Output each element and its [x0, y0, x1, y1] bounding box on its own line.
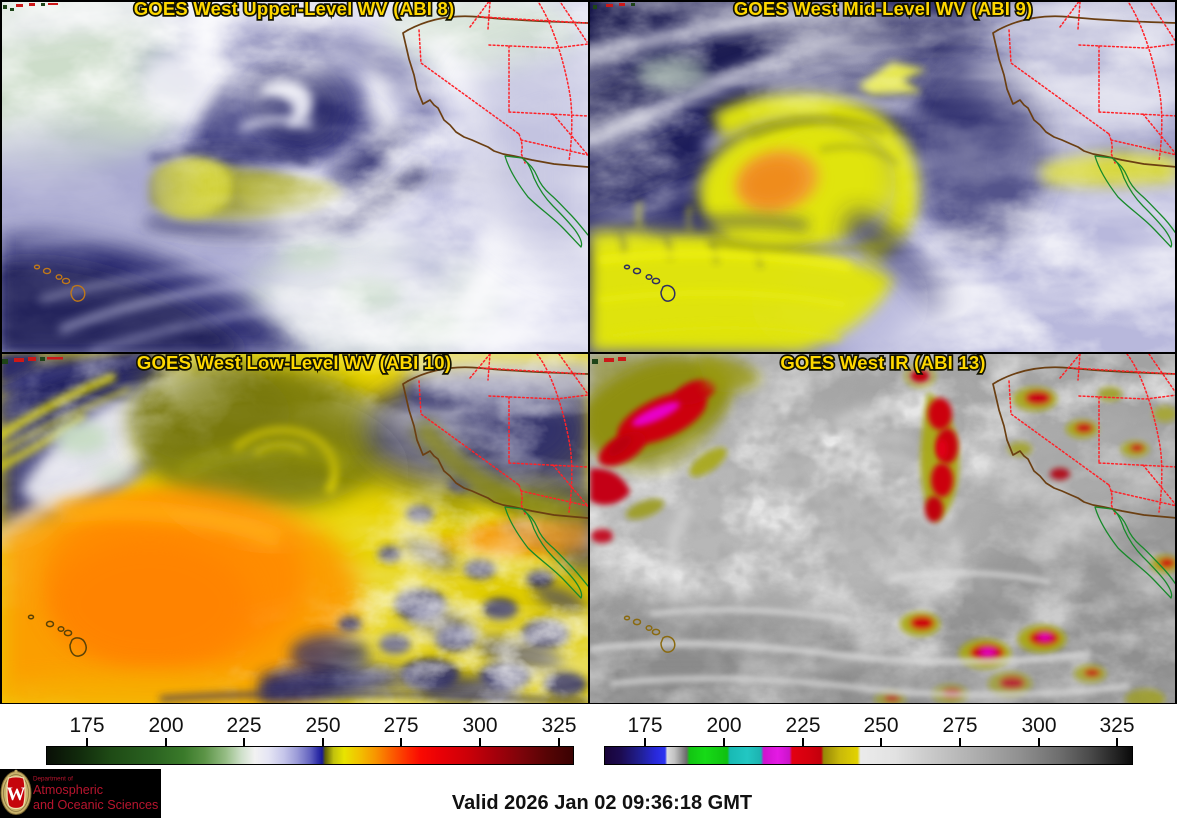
svg-text:GOES West Mid-Level WV (ABI 9): GOES West Mid-Level WV (ABI 9): [734, 0, 1033, 19]
svg-text:W: W: [7, 784, 26, 805]
svg-text:GOES West Low-Level WV (ABI 10: GOES West Low-Level WV (ABI 10): [137, 354, 451, 373]
svg-text:Department of: Department of: [33, 776, 73, 783]
svg-text:and Oceanic Sciences: and Oceanic Sciences: [33, 798, 158, 812]
svg-text:Atmospheric: Atmospheric: [33, 783, 103, 797]
svg-text:GOES West Upper-Level WV (ABI: GOES West Upper-Level WV (ABI 8): [134, 0, 455, 19]
svg-text:GOES West IR (ABI 13): GOES West IR (ABI 13): [780, 354, 985, 373]
